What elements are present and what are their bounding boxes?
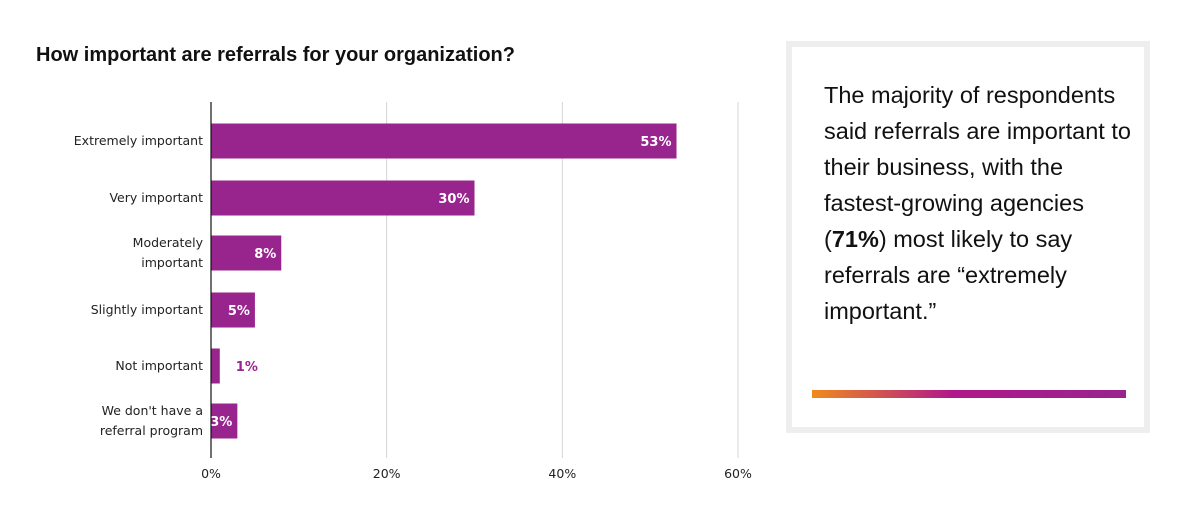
bar-chart: 0% 20% 40% 60% Extremely important 53% Very im… xyxy=(74,102,752,481)
category-label: Extremely important xyxy=(74,133,203,148)
category-label: important xyxy=(141,255,203,270)
bar xyxy=(211,292,255,328)
x-tick-label: 20% xyxy=(373,466,401,481)
callout-highlight: 71% xyxy=(831,226,879,252)
callout-text-before: The majority of respondents said referra… xyxy=(824,82,1131,252)
data-label: 5% xyxy=(228,304,250,319)
callout-text-after: ) most likely to say referrals are “extr… xyxy=(824,226,1073,324)
x-tick-label: 0% xyxy=(201,466,221,481)
callout-text: The majority of respondents said referra… xyxy=(824,77,1134,329)
callout-box: The majority of respondents said referra… xyxy=(786,41,1150,433)
category-label: Not important xyxy=(115,358,203,373)
category-label: Slightly important xyxy=(91,302,203,317)
data-label: 8% xyxy=(254,247,276,262)
x-tick-label: 40% xyxy=(548,466,576,481)
bar xyxy=(211,348,220,384)
data-label: 53% xyxy=(640,135,671,150)
x-tick-label: 60% xyxy=(724,466,752,481)
category-label: We don't have a xyxy=(102,403,203,418)
data-label: 30% xyxy=(438,192,469,207)
data-label: 3% xyxy=(210,415,232,430)
category-label: Moderately xyxy=(133,235,204,250)
category-label: Very important xyxy=(109,190,203,205)
bar xyxy=(211,180,475,216)
bar xyxy=(211,123,677,159)
data-label: 1% xyxy=(236,360,258,375)
gradient-accent-bar xyxy=(812,390,1126,398)
category-label: referral program xyxy=(100,423,203,438)
bar xyxy=(211,403,238,439)
chart-title: How important are referrals for your org… xyxy=(36,44,515,66)
bar xyxy=(211,235,282,271)
